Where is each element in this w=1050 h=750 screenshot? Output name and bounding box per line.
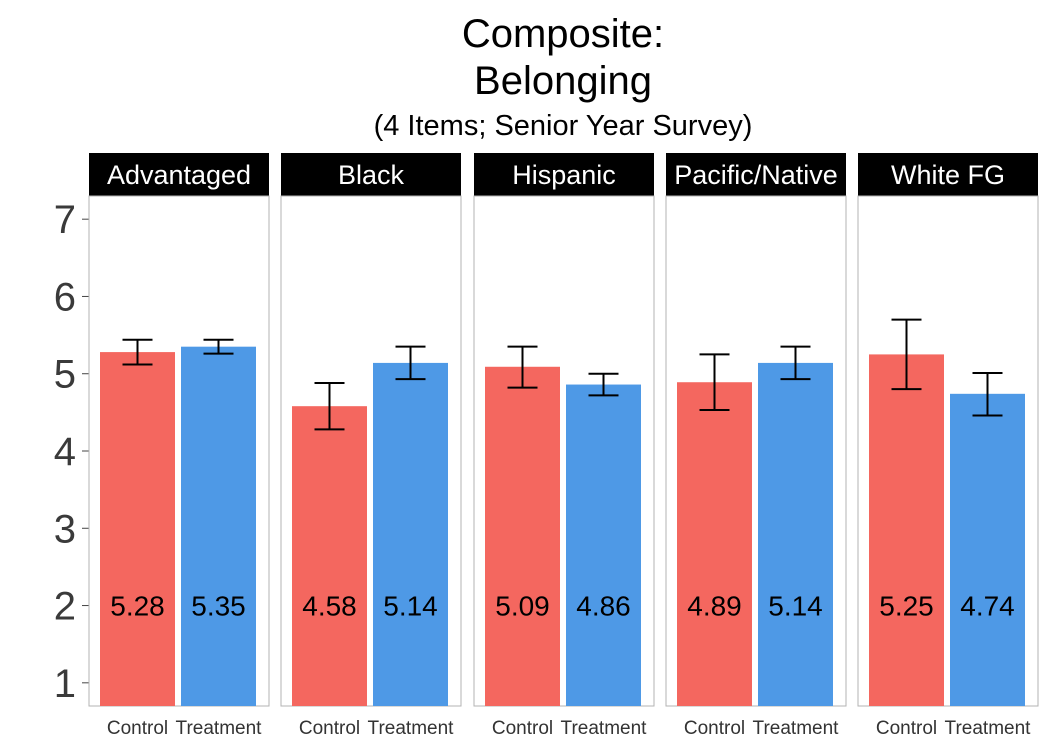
x-tick-label: Control (492, 718, 553, 739)
y-tick-label: 5 (54, 353, 76, 397)
error-bar (588, 372, 619, 397)
facet-panels: Advantaged 5.28 Control 5.35 Treatment Black 4… (88, 153, 1039, 739)
error-bar (122, 338, 153, 366)
bar-treatment (181, 346, 256, 706)
panel-border (473, 195, 655, 707)
data-label: 4.86 (576, 591, 631, 622)
facet-panel: White FG 5.25 Control 4.74 Treatment (857, 153, 1039, 739)
y-axis: 1 2 3 4 5 6 7 (54, 198, 89, 706)
panel-border (280, 195, 462, 707)
error-bar (780, 345, 811, 381)
facet-panel: Advantaged 5.28 Control 5.35 Treatment (88, 153, 270, 739)
x-tick-label: Treatment (561, 718, 648, 739)
x-tick-label: Control (299, 718, 360, 739)
error-bar (203, 338, 234, 355)
panel-border (665, 195, 847, 707)
bar-treatment (758, 362, 833, 706)
bar-control (677, 382, 752, 706)
y-tick-label: 4 (54, 430, 76, 474)
x-tick-label: Control (684, 718, 745, 739)
data-label: 5.09 (495, 591, 550, 622)
facet-strip-label: White FG (891, 160, 1005, 190)
error-bar (891, 318, 922, 391)
x-tick-label: Treatment (753, 718, 840, 739)
bar-control (485, 366, 560, 706)
bar-control (292, 406, 367, 706)
data-label: 5.14 (768, 591, 823, 622)
facet-strip (89, 153, 269, 196)
error-bar (699, 353, 730, 412)
x-tick-label: Treatment (176, 718, 263, 739)
facet-panel: Black 4.58 Control 5.14 Treatment (280, 153, 462, 739)
panel-border (857, 195, 1039, 707)
y-tick-label: 6 (54, 275, 76, 319)
x-tick-label: Treatment (945, 718, 1032, 739)
x-tick-label: Control (876, 718, 937, 739)
bar-treatment (373, 362, 448, 706)
facet-strip (858, 153, 1038, 196)
data-label: 5.35 (191, 591, 246, 622)
bar-treatment (950, 393, 1025, 706)
x-tick-label: Control (107, 718, 168, 739)
facet-panel: Hispanic 5.09 Control 4.86 Treatment (473, 153, 655, 739)
bar-control (100, 352, 175, 706)
error-bar (972, 371, 1003, 417)
chart-title-line2: Belonging (474, 59, 652, 103)
data-label: 4.89 (687, 591, 742, 622)
data-label: 5.25 (879, 591, 934, 622)
bar-control (869, 354, 944, 706)
facet-strip (281, 153, 461, 196)
facet-strip-label: Black (338, 160, 405, 190)
data-label: 5.14 (383, 591, 438, 622)
data-label: 4.58 (302, 591, 357, 622)
chart-title: Composite: (462, 12, 664, 56)
panel-border (88, 195, 270, 707)
y-tick-label: 3 (54, 507, 76, 551)
bar-treatment (566, 384, 641, 706)
error-bar (507, 345, 538, 389)
y-tick-label: 1 (54, 662, 76, 706)
chart-subtitle: (4 Items; Senior Year Survey) (374, 110, 753, 142)
facet-strip (666, 153, 846, 196)
error-bar (395, 345, 426, 381)
y-tick-label: 7 (54, 198, 76, 242)
facet-panel: Pacific/Native 4.89 Control 5.14 Treatment (665, 153, 847, 739)
error-bar (314, 382, 345, 431)
data-label: 5.28 (110, 591, 165, 622)
facet-strip-label: Hispanic (512, 160, 616, 190)
x-tick-label: Treatment (368, 718, 455, 739)
data-label: 4.74 (960, 591, 1015, 622)
facet-strip-label: Advantaged (107, 160, 251, 190)
facet-strip-label: Pacific/Native (674, 160, 838, 190)
facet-strip (474, 153, 654, 196)
y-tick-label: 2 (54, 585, 76, 629)
